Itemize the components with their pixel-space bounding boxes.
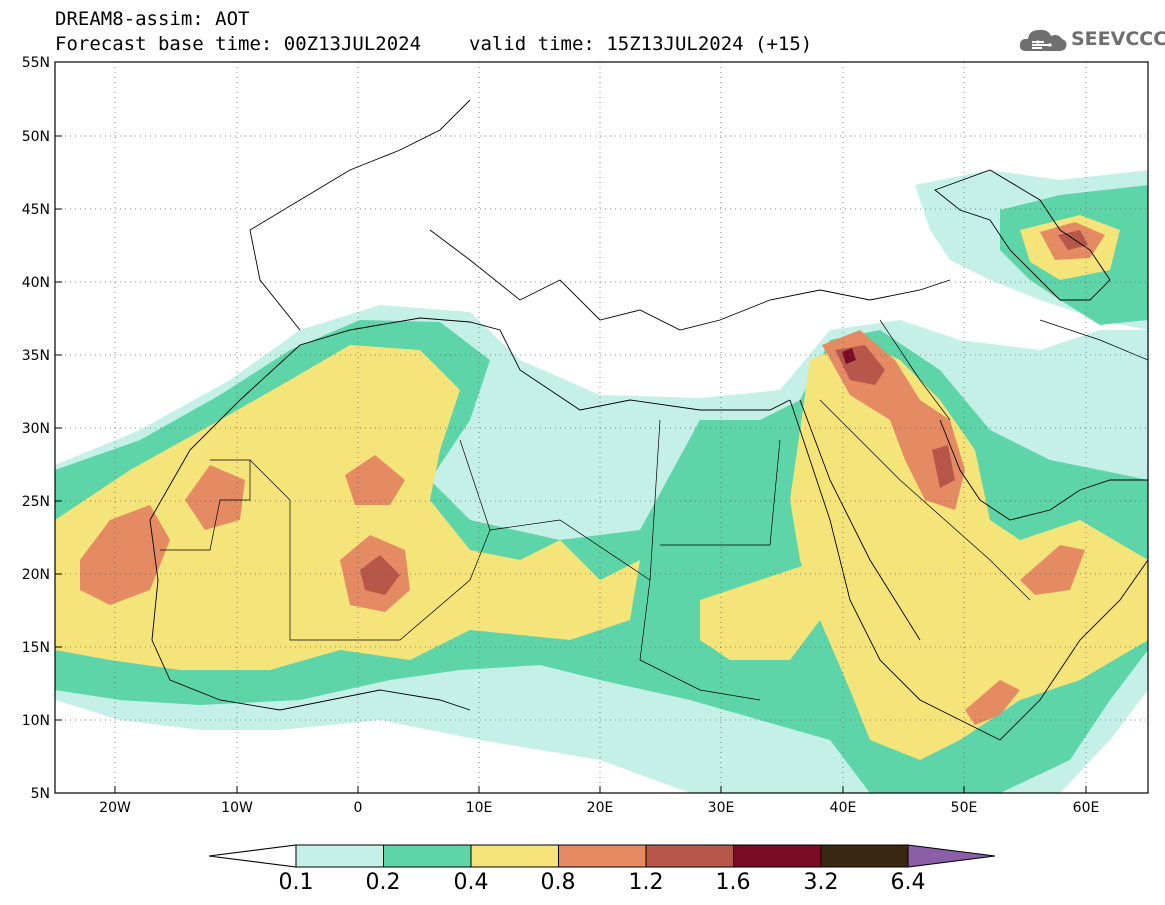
coast-europe	[249, 99, 951, 331]
axis-ticks	[55, 61, 1087, 794]
colorbar-swatch	[645, 844, 734, 868]
grid	[55, 62, 1148, 793]
lat-label: 35N	[22, 348, 50, 364]
border-mauritania	[160, 459, 251, 551]
colorbar-label: 3.2	[803, 870, 839, 895]
aot-band-high-oman	[1020, 545, 1085, 595]
aot-band-very-high-kuwait	[932, 445, 955, 488]
aot-band-high-mali	[345, 455, 405, 505]
aot-band-moderate-central	[700, 560, 820, 660]
border-egypt	[660, 439, 781, 546]
coast-red-sea	[789, 399, 1148, 741]
lat-label: 45N	[22, 202, 50, 218]
border-iran	[879, 319, 1148, 421]
colorbar-label: 0.1	[278, 870, 314, 895]
border-libya	[489, 419, 661, 581]
aot-band-extreme	[842, 348, 856, 364]
lon-label: 20W	[99, 800, 131, 816]
aot-band-very-high-caspian	[1058, 230, 1088, 250]
lat-label: 20N	[22, 567, 50, 583]
coast-west-africa	[149, 519, 471, 711]
lat-label: 5N	[31, 786, 50, 802]
lon-label: 10E	[466, 800, 493, 816]
colorbar-label: 0.4	[453, 870, 489, 895]
aot-band-high-mauritania	[185, 465, 245, 530]
colorbar-under-arrow	[208, 844, 297, 868]
coastlines	[149, 99, 1148, 741]
colorbar-swatch	[383, 844, 472, 868]
colorbar-swatch	[295, 844, 384, 868]
lat-label: 30N	[22, 421, 50, 437]
lon-label: 20E	[587, 800, 614, 816]
lat-label: 50N	[22, 129, 50, 145]
aot-band-high-west	[80, 505, 170, 605]
border-saudi	[819, 399, 1031, 601]
lat-label: 10N	[22, 713, 50, 729]
lat-label: 15N	[22, 640, 50, 656]
valid-time: valid time: 15Z13JUL2024 (+15)	[469, 33, 813, 55]
colorbar-swatch	[820, 844, 909, 868]
longitude-labels: 20W 10W 0 10E 20E 30E 40E 50E 60E	[99, 800, 1099, 816]
lon-label: 10W	[221, 800, 253, 816]
colorbar-swatch	[558, 844, 647, 868]
country-borders	[160, 319, 1148, 701]
map-title: DREAM8-assim: AOT	[55, 8, 250, 30]
aot-field	[55, 170, 1148, 793]
colorbar-swatch	[733, 844, 822, 868]
aot-band-high-somalia	[965, 680, 1020, 725]
lat-label: 25N	[22, 494, 50, 510]
lon-label: 40E	[830, 800, 857, 816]
lat-label: 55N	[22, 55, 50, 71]
aot-band-moderate-arabia	[790, 340, 1148, 760]
base-time: Forecast base time: 00Z13JUL2024	[55, 33, 422, 55]
cloud-icon	[1019, 29, 1067, 51]
colorbar-label: 6.4	[890, 870, 926, 895]
logo-text: SEEVCCC	[1071, 28, 1165, 50]
aot-band-very-high-niger	[360, 555, 400, 595]
lat-label: 40N	[22, 275, 50, 291]
colorbar	[208, 844, 996, 868]
aot-band-moderate	[55, 345, 640, 670]
coast-caspian	[934, 169, 1111, 301]
lon-label: 30E	[708, 800, 735, 816]
coast-north-africa	[149, 317, 791, 521]
colorbar-label: 1.6	[715, 870, 751, 895]
colorbar-label: 0.8	[540, 870, 576, 895]
colorbar-label: 0.2	[365, 870, 401, 895]
border-sudan	[639, 579, 761, 701]
lon-label: 50E	[951, 800, 978, 816]
coast-gulf	[939, 419, 1148, 521]
colorbar-swatch	[470, 844, 559, 868]
latitude-labels: 55N 50N 45N 40N 35N 30N 25N 20N 15N 10N …	[22, 55, 50, 802]
forecast-time-line: Forecast base time: 00Z13JUL2024 valid ti…	[55, 33, 812, 55]
seevccc-logo: SEEVCCC	[1018, 24, 1165, 56]
lon-label: 0	[354, 800, 363, 816]
colorbar-over-arrow	[907, 844, 996, 868]
lon-label: 60E	[1073, 800, 1100, 816]
colorbar-label: 1.2	[628, 870, 664, 895]
